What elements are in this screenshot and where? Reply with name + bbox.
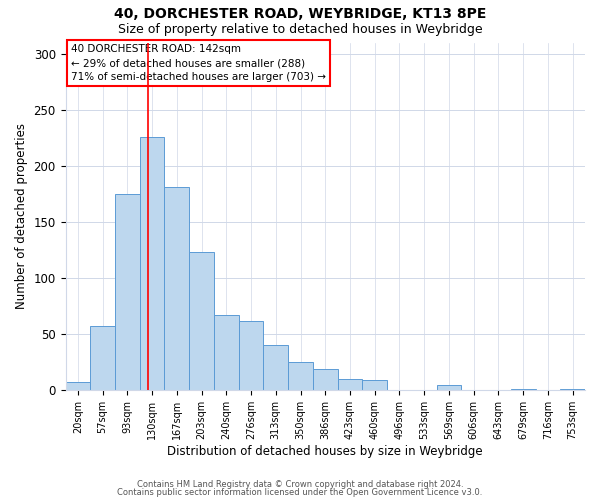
Bar [263, 345, 288, 390]
Bar [164, 187, 189, 390]
Bar [90, 326, 115, 390]
Bar [338, 378, 362, 390]
Bar [362, 380, 387, 390]
Bar [140, 136, 164, 390]
Bar [288, 362, 313, 390]
Bar [437, 386, 461, 390]
Y-axis label: Number of detached properties: Number of detached properties [15, 123, 28, 309]
Text: 40 DORCHESTER ROAD: 142sqm
← 29% of detached houses are smaller (288)
71% of sem: 40 DORCHESTER ROAD: 142sqm ← 29% of deta… [71, 44, 326, 82]
Bar [214, 315, 239, 390]
Bar [511, 388, 536, 390]
Bar [239, 322, 263, 390]
Bar [189, 252, 214, 390]
X-axis label: Distribution of detached houses by size in Weybridge: Distribution of detached houses by size … [167, 444, 483, 458]
Bar [560, 388, 585, 390]
Text: Contains HM Land Registry data © Crown copyright and database right 2024.: Contains HM Land Registry data © Crown c… [137, 480, 463, 489]
Bar [65, 382, 90, 390]
Text: Size of property relative to detached houses in Weybridge: Size of property relative to detached ho… [118, 22, 482, 36]
Text: Contains public sector information licensed under the Open Government Licence v3: Contains public sector information licen… [118, 488, 482, 497]
Bar [313, 368, 338, 390]
Text: 40, DORCHESTER ROAD, WEYBRIDGE, KT13 8PE: 40, DORCHESTER ROAD, WEYBRIDGE, KT13 8PE [114, 8, 486, 22]
Bar [115, 194, 140, 390]
